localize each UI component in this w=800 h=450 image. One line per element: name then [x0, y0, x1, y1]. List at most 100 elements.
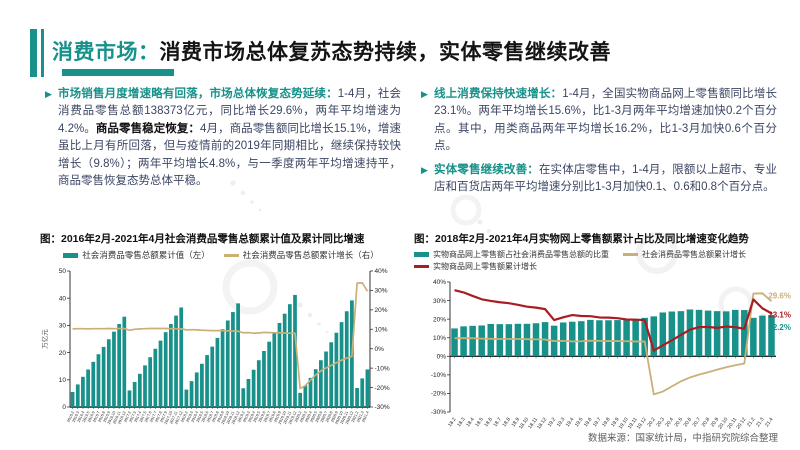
svg-text:-10%: -10% — [375, 365, 390, 372]
svg-text:30: 30 — [59, 323, 67, 330]
svg-text:20: 20 — [59, 350, 67, 357]
legend-item: 社会消费品零售总额累计值（左） — [63, 249, 210, 261]
svg-text:2020.7: 2020.7 — [320, 411, 329, 423]
figure-title: 图：2018年2月-2021年4月实物网上零售额累计占比及同比增速变化趋势 — [414, 233, 749, 245]
text-columns: ▶ 市场销售月度增速略有回落，市场总体恢复态势延续：1-4月，社会消费品零售总额1… — [45, 86, 777, 203]
left-chart: 50 40 30 20 10 0 40% 30% 20% 10% 0% -10% -20% -30% 万亿元… — [40, 268, 390, 425]
svg-text:2018.10: 2018.10 — [221, 411, 230, 425]
svg-text:20.3: 20.3 — [655, 417, 666, 429]
svg-text:2020.9: 2020.9 — [330, 411, 339, 423]
svg-text:19.8: 19.8 — [601, 417, 612, 429]
svg-text:21.4: 21.4 — [764, 417, 775, 429]
svg-text:19.9: 19.9 — [610, 417, 621, 429]
bullet-text: 线上消费保持快速增长： — [434, 88, 563, 100]
svg-text:2016.3: 2016.3 — [72, 411, 81, 423]
svg-text:2018.2: 2018.2 — [180, 411, 189, 423]
svg-text:2017.9: 2017.9 — [160, 411, 169, 423]
svg-text:2018.7: 2018.7 — [206, 411, 215, 423]
svg-text:18.4: 18.4 — [465, 417, 476, 429]
legend-item: 社会消费品零售总额累计增长 — [623, 249, 746, 260]
svg-text:2019.11: 2019.11 — [283, 411, 292, 425]
bullet-text: 1-4月，社会消费品零售总额138373亿元，同比增长29.6%，两年平均增速为… — [58, 88, 401, 135]
svg-text:-20%: -20% — [375, 385, 390, 392]
svg-text:2019.5: 2019.5 — [253, 411, 262, 423]
bullet-arrow-icon: ▶ — [421, 164, 428, 175]
svg-text:19.5: 19.5 — [574, 417, 585, 429]
svg-text:2018.4: 2018.4 — [191, 411, 200, 423]
svg-text:30%: 30% — [433, 298, 446, 305]
legend-swatch — [414, 265, 429, 268]
svg-text:2019.3: 2019.3 — [242, 411, 251, 423]
figure-retail-total: 图：2016年2月-2021年4月社会消费品零售总额累计值及累计同比增速 社会消… — [40, 231, 402, 440]
legend-swatch — [63, 252, 79, 258]
bullet-arrow-icon: ▶ — [421, 89, 428, 99]
end-value-label: 23.1% — [768, 310, 791, 319]
legend-label: 实物商品网上零售额占社会消费品零售总额的比重 — [433, 250, 609, 259]
svg-text:2020.8: 2020.8 — [325, 411, 334, 423]
svg-text:2016.6: 2016.6 — [87, 411, 96, 423]
legend-item: 实物商品网上零售额占社会消费品零售总额的比重 — [414, 249, 609, 260]
legend-label: 实物商品网上零售额累计增长 — [433, 262, 537, 271]
svg-text:2017.11: 2017.11 — [169, 411, 178, 425]
legend-swatch — [623, 253, 638, 256]
svg-text:40: 40 — [59, 295, 67, 302]
charts-row: 图：2016年2月-2021年4月社会消费品零售总额累计值及累计同比增速 社会消… — [40, 231, 791, 440]
svg-text:2020.5: 2020.5 — [310, 411, 319, 423]
figure-title: 图：2016年2月-2021年4月社会消费品零售总额累计值及累计同比增速 — [40, 233, 365, 245]
svg-text:2016.5: 2016.5 — [82, 411, 91, 423]
svg-text:20%: 20% — [375, 307, 388, 314]
svg-text:18.5: 18.5 — [474, 417, 485, 429]
svg-text:-30%: -30% — [375, 404, 390, 411]
accent-bar — [30, 29, 37, 77]
svg-text:2016.7: 2016.7 — [92, 411, 101, 423]
page-title-main: 消费市场总体复苏态势持续，实体零售继续改善 — [159, 41, 611, 64]
svg-text:0%: 0% — [375, 346, 385, 353]
svg-text:2020.10: 2020.10 — [335, 411, 344, 425]
svg-text:30%: 30% — [375, 288, 388, 295]
bullet-arrow-icon: ▶ — [45, 89, 52, 99]
bullet-item: ▶ 市场销售月度增速略有回落，市场总体恢复态势延续：1-4月，社会消费品零售总额1… — [45, 86, 401, 191]
svg-text:20.8: 20.8 — [701, 417, 712, 429]
svg-text:19.7: 19.7 — [592, 417, 603, 429]
svg-text:2017.4: 2017.4 — [134, 411, 143, 423]
figure-online-retail: 图：2018年2月-2021年4月实物网上零售额累计占比及同比增速变化趋势 实物… — [414, 231, 792, 440]
page-title: 消费市场：消费市场总体复苏态势持续，实体零售继续改善 — [52, 36, 611, 66]
svg-text:20.9: 20.9 — [710, 417, 721, 429]
svg-text:2020.2: 2020.2 — [294, 411, 303, 423]
svg-text:20%: 20% — [433, 316, 446, 323]
svg-text:2016.4: 2016.4 — [77, 411, 86, 423]
svg-text:2021.3: 2021.3 — [356, 411, 365, 423]
svg-text:2017.6: 2017.6 — [144, 411, 153, 423]
legend-label: 社会消费品零售总额累计增长（右） — [242, 250, 379, 260]
legend-label: 社会消费品零售总额累计值（左） — [82, 250, 210, 260]
svg-text:-20%: -20% — [431, 391, 446, 398]
bullet-item: ▶ 线上消费保持快速增长：1-4月，全国实物商品网上零售额同比增长23.1%。两年… — [421, 86, 777, 156]
svg-text:0%: 0% — [437, 353, 447, 360]
svg-text:18.8: 18.8 — [502, 417, 513, 429]
right-chart: 40%30%20%10%0%-10%-20%-30%18.218.318.418… — [431, 279, 791, 430]
svg-text:2017.5: 2017.5 — [139, 411, 148, 423]
svg-text:2018.11: 2018.11 — [226, 411, 235, 425]
svg-text:10%: 10% — [375, 326, 388, 333]
svg-text:2020.6: 2020.6 — [315, 411, 324, 423]
svg-text:2020.11: 2020.11 — [340, 411, 349, 425]
svg-text:2019.4: 2019.4 — [247, 411, 256, 423]
bullet-text: 市场销售月度增速略有回落，市场总体恢复态势延续： — [58, 88, 338, 100]
legend-swatch — [414, 252, 429, 257]
svg-text:2018.8: 2018.8 — [211, 411, 220, 423]
svg-text:2017.2: 2017.2 — [123, 411, 132, 423]
left-text-column: ▶ 市场销售月度增速略有回落，市场总体恢复态势延续：1-4月，社会消费品零售总额1… — [45, 86, 401, 203]
svg-text:2020.4: 2020.4 — [304, 411, 313, 423]
svg-text:-10%: -10% — [431, 372, 446, 379]
legend-label: 社会消费品零售总额累计增长 — [642, 250, 746, 259]
bullet-text: 4月，商品零售额同比增长15.1%，增速虽比上月有所回落，但与疫情前的2019年… — [58, 122, 402, 188]
bullet-item: ▶ 实体零售继续改善：在实体店零售中，1-4月，限额以上超市、专业店和百货店两年平… — [421, 162, 777, 197]
svg-text:20.5: 20.5 — [674, 417, 685, 429]
svg-text:2017.10: 2017.10 — [164, 411, 173, 425]
svg-text:19.4: 19.4 — [565, 417, 576, 429]
legend-swatch — [223, 253, 239, 257]
end-value-label: 22.2% — [768, 323, 791, 332]
title-underline — [62, 69, 174, 76]
svg-text:2016.2: 2016.2 — [66, 411, 75, 423]
